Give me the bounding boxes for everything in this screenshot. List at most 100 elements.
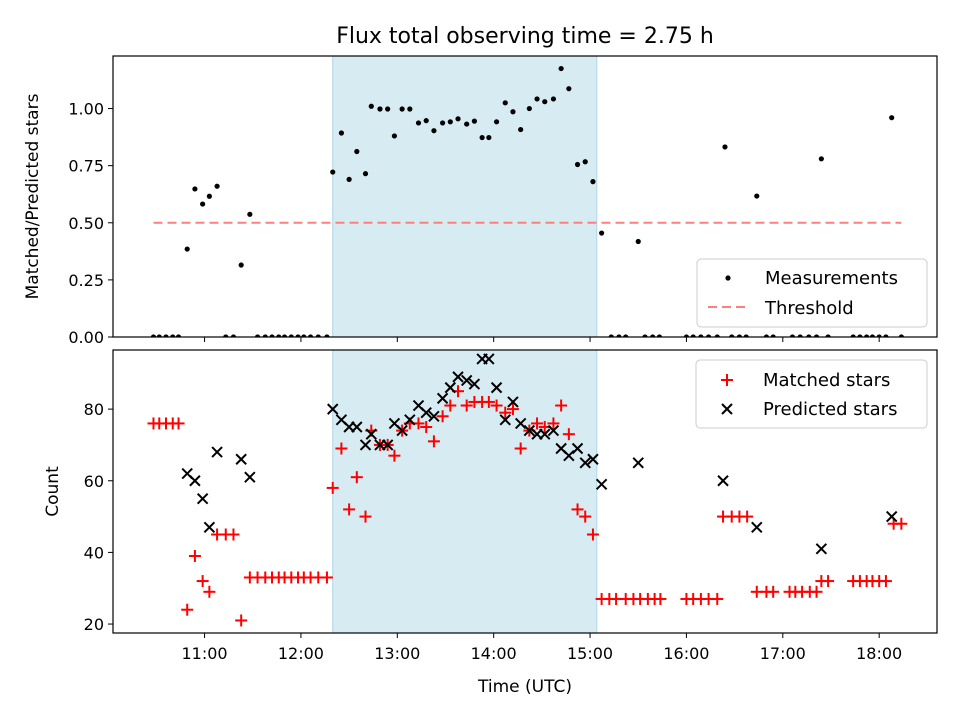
measurement-point — [898, 334, 904, 337]
matched-star-point — [460, 399, 473, 412]
measurement-point — [608, 334, 614, 337]
predicted-star-point — [359, 439, 372, 451]
predicted-star-point — [539, 428, 551, 440]
x-tick-label: 17:00 — [760, 644, 806, 663]
matched-star-point — [326, 481, 339, 494]
measurement-point — [510, 109, 516, 115]
predicted-star-point — [203, 521, 216, 534]
measurement-point — [857, 334, 863, 337]
legend-matched-label: Matched stars — [763, 370, 890, 391]
predicted-star-point — [351, 421, 363, 433]
y-tick-label: 0.00 — [68, 328, 104, 347]
measurement-point — [558, 65, 564, 72]
matched-star-point — [350, 471, 363, 484]
measurement-point — [301, 334, 307, 337]
matched-star-point — [711, 592, 724, 605]
y-tick-label: 0.75 — [68, 157, 104, 176]
predicted-star-point — [490, 381, 503, 394]
measurement-point — [170, 334, 176, 337]
predicted-star-point — [428, 410, 440, 422]
measurement-point — [683, 334, 690, 337]
predicted-star-point — [444, 381, 457, 394]
measurement-point — [368, 103, 374, 109]
matched-star-point — [879, 575, 892, 588]
measurement-point — [156, 334, 162, 337]
predicted-star-point — [507, 396, 519, 408]
matched-star-point — [822, 575, 835, 588]
measurement-point — [690, 334, 696, 337]
predicted-star-point — [468, 378, 481, 390]
matched-star-point — [420, 421, 433, 434]
measurement-point — [238, 262, 244, 268]
predicted-star-point — [751, 521, 763, 534]
measurement-point — [714, 334, 720, 337]
top-axis-ticks: 0.00 0.25 0.50 0.75 1.00 — [68, 100, 880, 347]
matched-star-point — [767, 585, 780, 598]
top-plot-frame — [112, 55, 938, 338]
predicted-star-point — [885, 510, 898, 523]
measurement-point — [362, 171, 369, 177]
matched-star-point — [499, 406, 512, 419]
y-tick-label: 40 — [84, 543, 104, 562]
predicted-star-point — [460, 374, 473, 387]
measurement-point — [789, 334, 796, 337]
measurement-point — [223, 334, 229, 337]
highlight-span — [332, 350, 598, 633]
matched-star-point — [506, 403, 519, 416]
measurement-point — [534, 96, 540, 102]
predicted-star-point — [244, 471, 256, 483]
x-tick-label: 16:00 — [663, 644, 709, 663]
measurement-point — [354, 148, 360, 155]
predicted-star-point — [436, 392, 449, 405]
measurement-point — [698, 334, 704, 337]
x-tick-label: 12:00 — [278, 644, 324, 663]
matched-star-point — [343, 503, 356, 516]
matched-star-point — [531, 417, 544, 430]
predicted-star-point — [595, 478, 608, 491]
legend-threshold-label: Threshold — [764, 298, 854, 319]
matched-star-point — [188, 549, 201, 562]
bottom-plot-panel: 20 40 60 80 11:00 12:00 13:00 14:00 15:00 16:00 17… — [43, 349, 938, 697]
measurement-point — [550, 96, 557, 102]
matched-star-point — [579, 510, 592, 523]
measurement-point — [455, 116, 461, 122]
measurement-point — [705, 334, 712, 337]
measurement-point — [566, 86, 572, 92]
measurement-point — [642, 334, 648, 337]
predicted-star-point — [196, 492, 209, 505]
measurement-point — [763, 334, 770, 337]
x-tick-label: 13:00 — [374, 644, 420, 663]
measurement-point — [864, 334, 870, 337]
predicted-star-point — [717, 475, 729, 487]
predicted-star-point — [327, 403, 339, 415]
measurement-point — [471, 118, 478, 124]
measurement-point — [281, 334, 288, 337]
measurement-point — [247, 211, 253, 217]
x-tick-label: 18:00 — [856, 644, 902, 663]
predicted-star-point — [404, 414, 416, 426]
matched-star-point — [555, 399, 568, 412]
measurement-point — [623, 334, 629, 337]
legend-measurements-label: Measurements — [765, 268, 898, 289]
measurement-point — [415, 120, 422, 126]
matched-star-point — [444, 399, 457, 412]
measurement-point — [464, 121, 470, 127]
measurement-point — [813, 334, 820, 337]
predicted-star-point — [499, 414, 511, 426]
y-tick-label: 0.50 — [68, 214, 104, 233]
predicted-star-point — [211, 446, 223, 458]
measurement-point — [770, 334, 776, 337]
measurement-point — [883, 334, 889, 337]
measurement-point — [230, 334, 237, 337]
matched-star-point — [547, 417, 560, 430]
measurement-point — [582, 159, 588, 165]
measurement-point — [346, 176, 352, 182]
measurement-point — [269, 334, 275, 337]
predicted-star-point — [381, 439, 394, 451]
matched-star-point — [359, 510, 372, 523]
measurement-point — [806, 334, 812, 337]
matched-star-point — [586, 528, 599, 541]
measurement-point — [431, 128, 437, 134]
measurement-point — [754, 193, 760, 199]
